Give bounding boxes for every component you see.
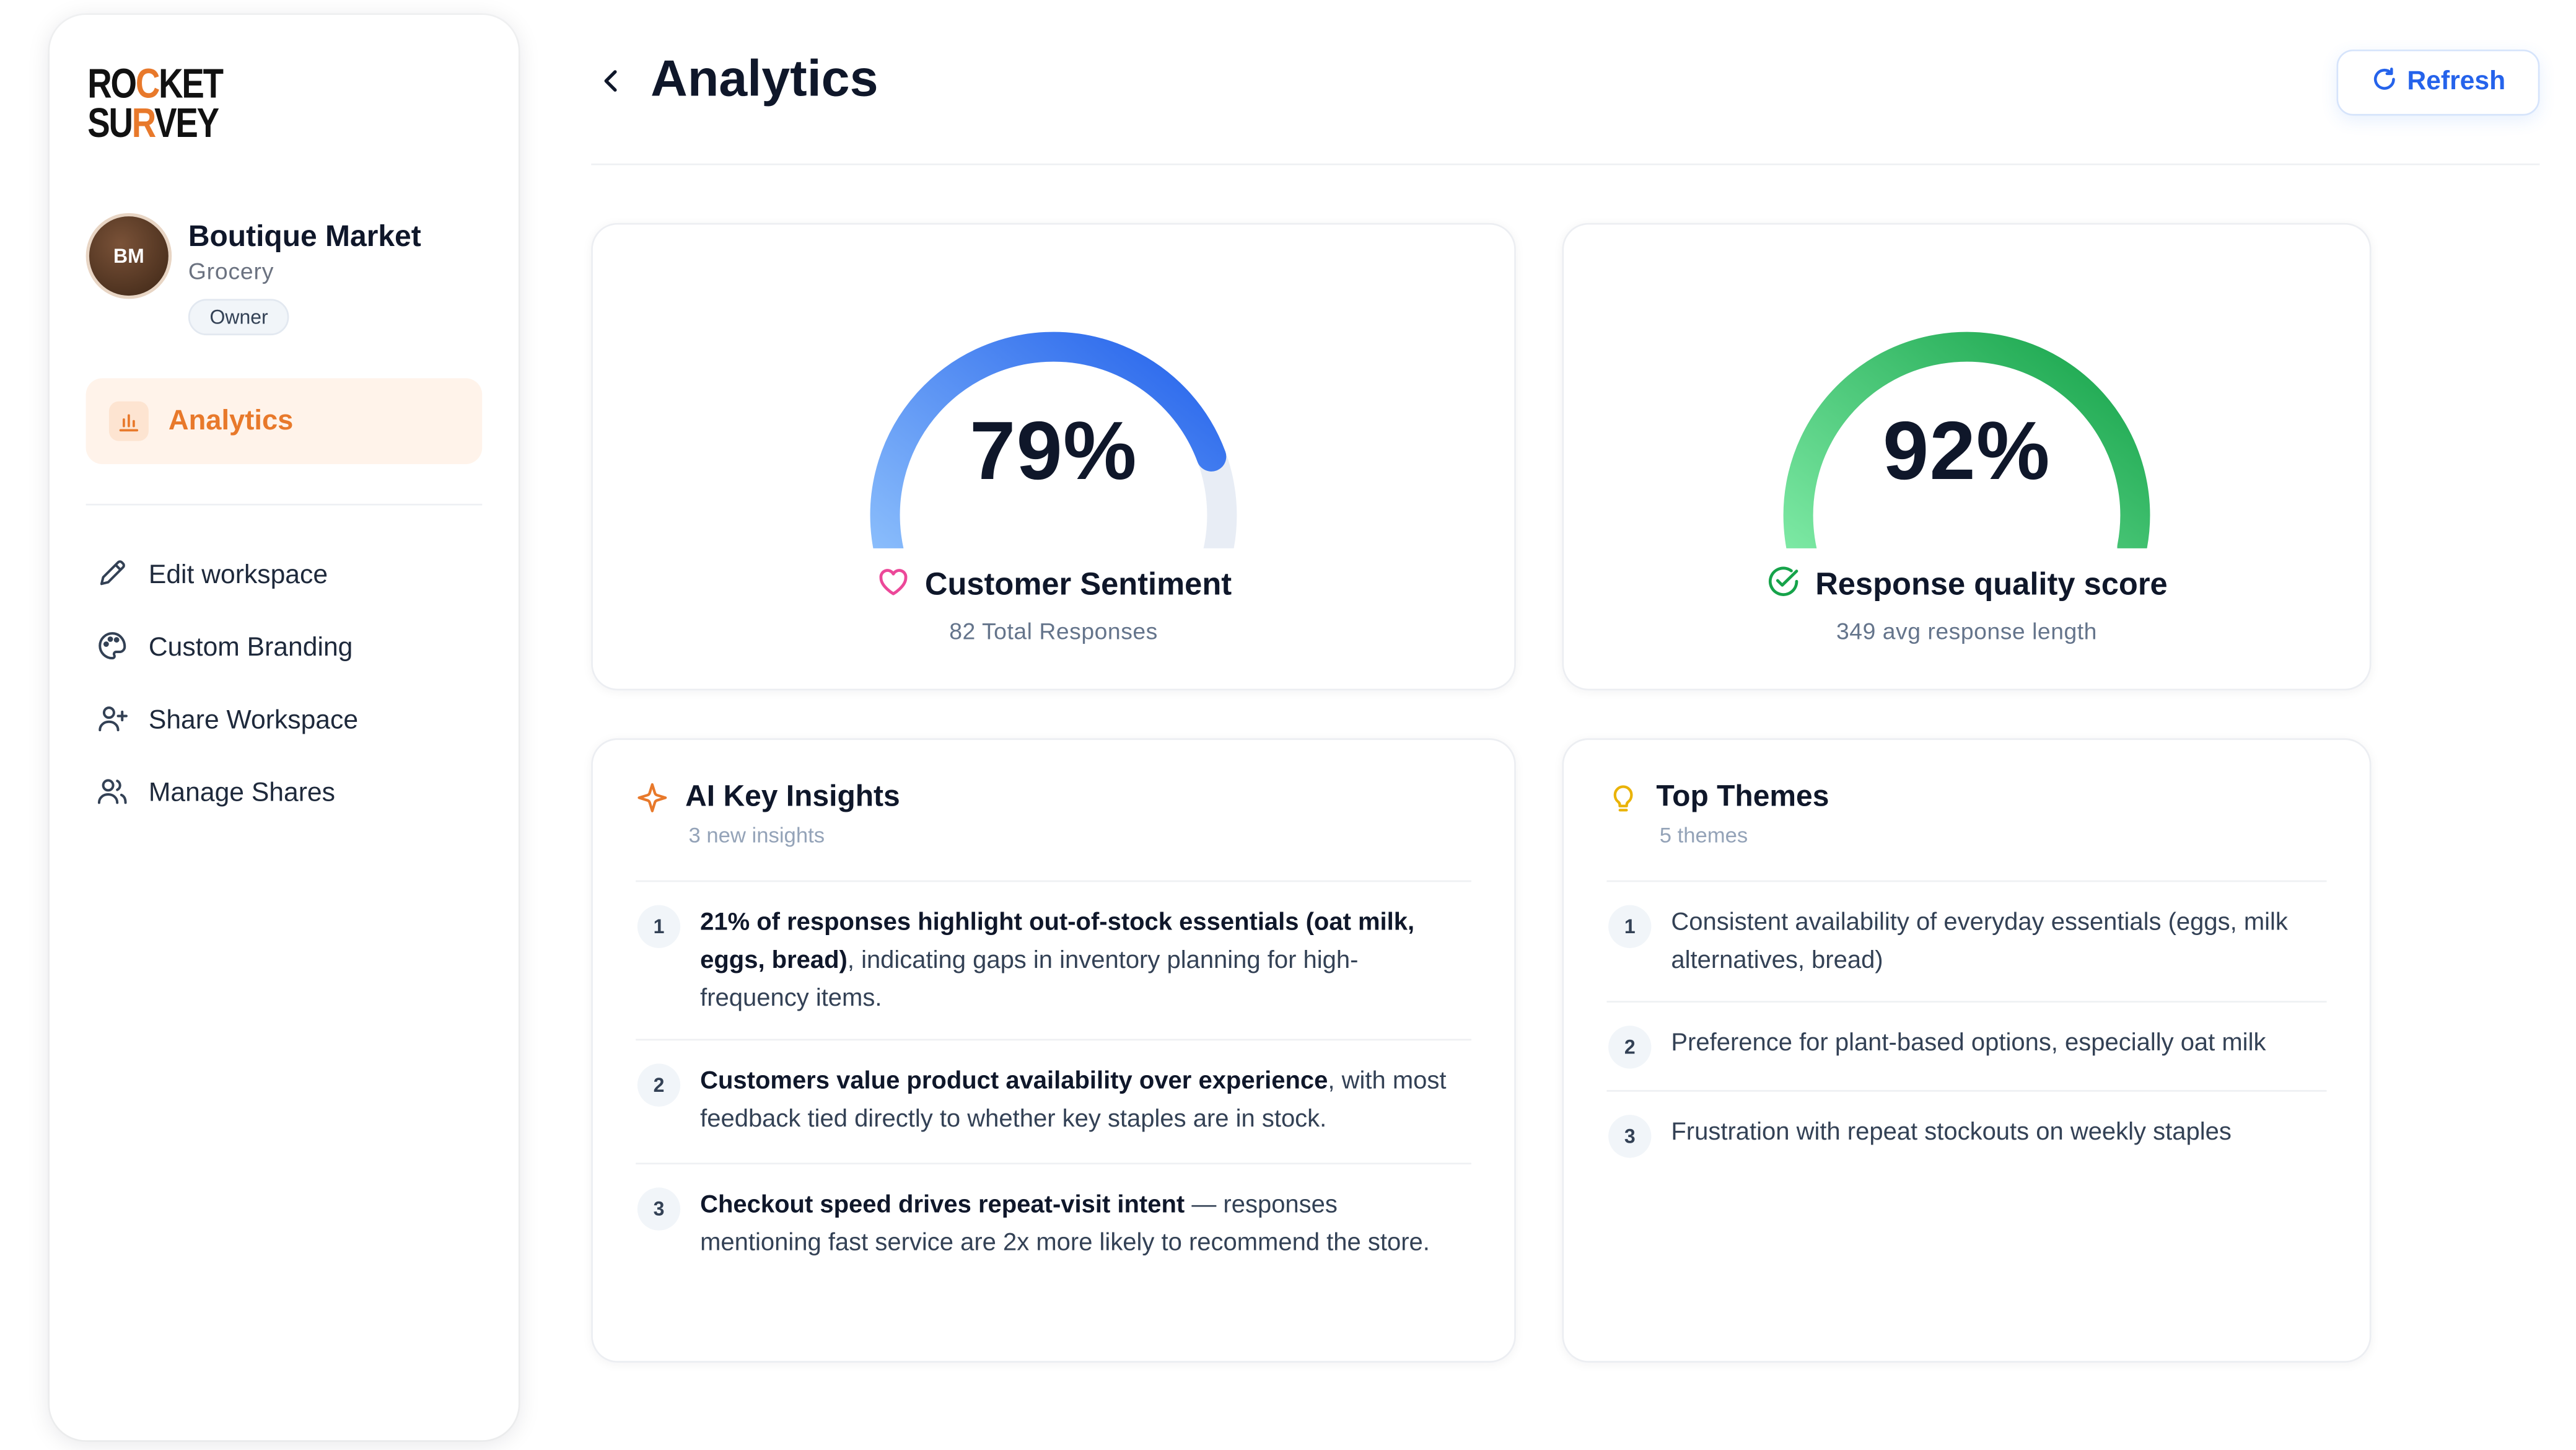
logo-line-1: ROCKET (87, 61, 224, 108)
insight-item-2: Customers value product availability ove… (700, 1062, 1460, 1138)
theme-number: 3 (1608, 1115, 1652, 1158)
refresh-button[interactable]: Refresh (2336, 49, 2540, 116)
logo-line-2: SURVEY (87, 100, 219, 147)
divider (636, 1039, 1471, 1041)
top-themes-header: Top Themes (1606, 780, 1829, 822)
quality-gauge (1564, 317, 2370, 548)
sidebar-item-label: Custom Branding (148, 634, 353, 662)
response-quality-card: 92% Response quality score 349 avg respo… (1562, 222, 2372, 691)
page-title: Analytics (651, 49, 878, 108)
divider (1606, 1001, 2327, 1003)
back-chevron-icon[interactable] (591, 61, 631, 101)
workspace-type: Grocery (188, 257, 274, 284)
sidebar-item-share-workspace[interactable]: Share Workspace (96, 698, 358, 745)
sidebar-item-analytics[interactable]: Analytics (85, 378, 483, 464)
role-badge: Owner (188, 299, 290, 336)
bar-chart-icon (108, 401, 149, 441)
ai-insights-header: AI Key Insights (636, 780, 900, 822)
customer-sentiment-card: 79% Customer Sentiment 82 Total Response… (591, 222, 1516, 691)
sidebar-item-label: Analytics (168, 405, 294, 436)
top-themes-card: Top Themes 5 themes 1 Consistent availab… (1562, 738, 2372, 1363)
sidebar-item-label: Share Workspace (148, 706, 359, 736)
ai-insights-title: AI Key Insights (685, 780, 900, 813)
sentiment-label: Customer Sentiment (593, 563, 1514, 610)
quality-gauge-fill (1783, 332, 2150, 548)
top-themes-subtitle: 5 themes (1659, 822, 1748, 848)
lightbulb-icon (1606, 781, 1639, 823)
palette-icon (96, 628, 129, 670)
refresh-icon (2371, 65, 2398, 100)
insight-number: 2 (637, 1063, 681, 1107)
sidebar-item-label: Edit workspace (148, 561, 328, 590)
sidebar-item-custom-branding[interactable]: Custom Branding (96, 626, 353, 672)
sidebar-item-edit-workspace[interactable]: Edit workspace (96, 553, 328, 600)
ai-insights-card: AI Key Insights 3 new insights 1 21% of … (591, 738, 1516, 1363)
insight-rest: , indicating gaps in inventory planning … (700, 946, 1359, 1013)
pencil-icon (96, 556, 129, 597)
divider (1606, 880, 2327, 882)
theme-item-1: Consistent availability of everyday esse… (1671, 908, 2288, 975)
sparkle-icon (636, 781, 668, 823)
insight-bold: Checkout speed drives repeat-visit inten… (700, 1190, 1185, 1219)
insight-rest: — responses mentioning fast service are … (700, 1190, 1430, 1257)
ai-insights-subtitle: 3 new insights (688, 822, 825, 848)
sidebar-item-label: Manage Shares (148, 780, 335, 808)
workspace-avatar[interactable]: BM (89, 216, 169, 296)
theme-item-2: Preference for plant-based options, espe… (1671, 1029, 2266, 1057)
quality-subtext: 349 avg response length (1836, 617, 2097, 644)
refresh-label: Refresh (2407, 68, 2506, 96)
divider (636, 1162, 1471, 1165)
theme-number: 1 (1608, 905, 1652, 948)
insight-rest: , with most feedback tied directly to wh… (700, 1066, 1447, 1133)
user-plus-icon (96, 701, 129, 742)
header-divider (591, 163, 2540, 165)
sentiment-value: 79% (970, 405, 1137, 498)
users-icon (96, 774, 129, 815)
insight-bold: Customers value product availability ove… (700, 1066, 1328, 1096)
divider (1606, 1090, 2327, 1092)
quality-label-text: Response quality score (1815, 568, 2168, 603)
sidebar-item-manage-shares[interactable]: Manage Shares (96, 771, 335, 818)
heart-icon (875, 563, 912, 610)
sentiment-gauge (593, 317, 1514, 548)
theme-number: 2 (1608, 1026, 1652, 1069)
rocket-survey-logo[interactable]: ROCKET SURVEY (87, 61, 224, 151)
workspace-name: Boutique Market (188, 219, 421, 253)
divider (636, 880, 1471, 882)
sentiment-gauge-fill (870, 332, 1227, 548)
quality-value: 92% (1883, 405, 2051, 498)
insight-item-3: Checkout speed drives repeat-visit inten… (700, 1186, 1460, 1262)
sidebar-divider (85, 503, 483, 506)
check-circle-icon (1766, 563, 1802, 610)
insight-bold: 21% of responses highlight out-of-stock … (700, 908, 1415, 975)
theme-item-3: Frustration with repeat stockouts on wee… (1671, 1118, 2232, 1146)
insight-item-1: 21% of responses highlight out-of-stock … (700, 903, 1460, 1017)
sentiment-label-text: Customer Sentiment (924, 568, 1232, 603)
top-themes-title: Top Themes (1656, 780, 1829, 813)
sidebar: ROCKET SURVEY BM Boutique Market Grocery… (49, 14, 519, 1441)
quality-label: Response quality score (1564, 563, 2370, 610)
insight-number: 3 (637, 1187, 681, 1231)
sentiment-subtext: 82 Total Responses (949, 617, 1158, 644)
insight-number: 1 (637, 905, 681, 948)
